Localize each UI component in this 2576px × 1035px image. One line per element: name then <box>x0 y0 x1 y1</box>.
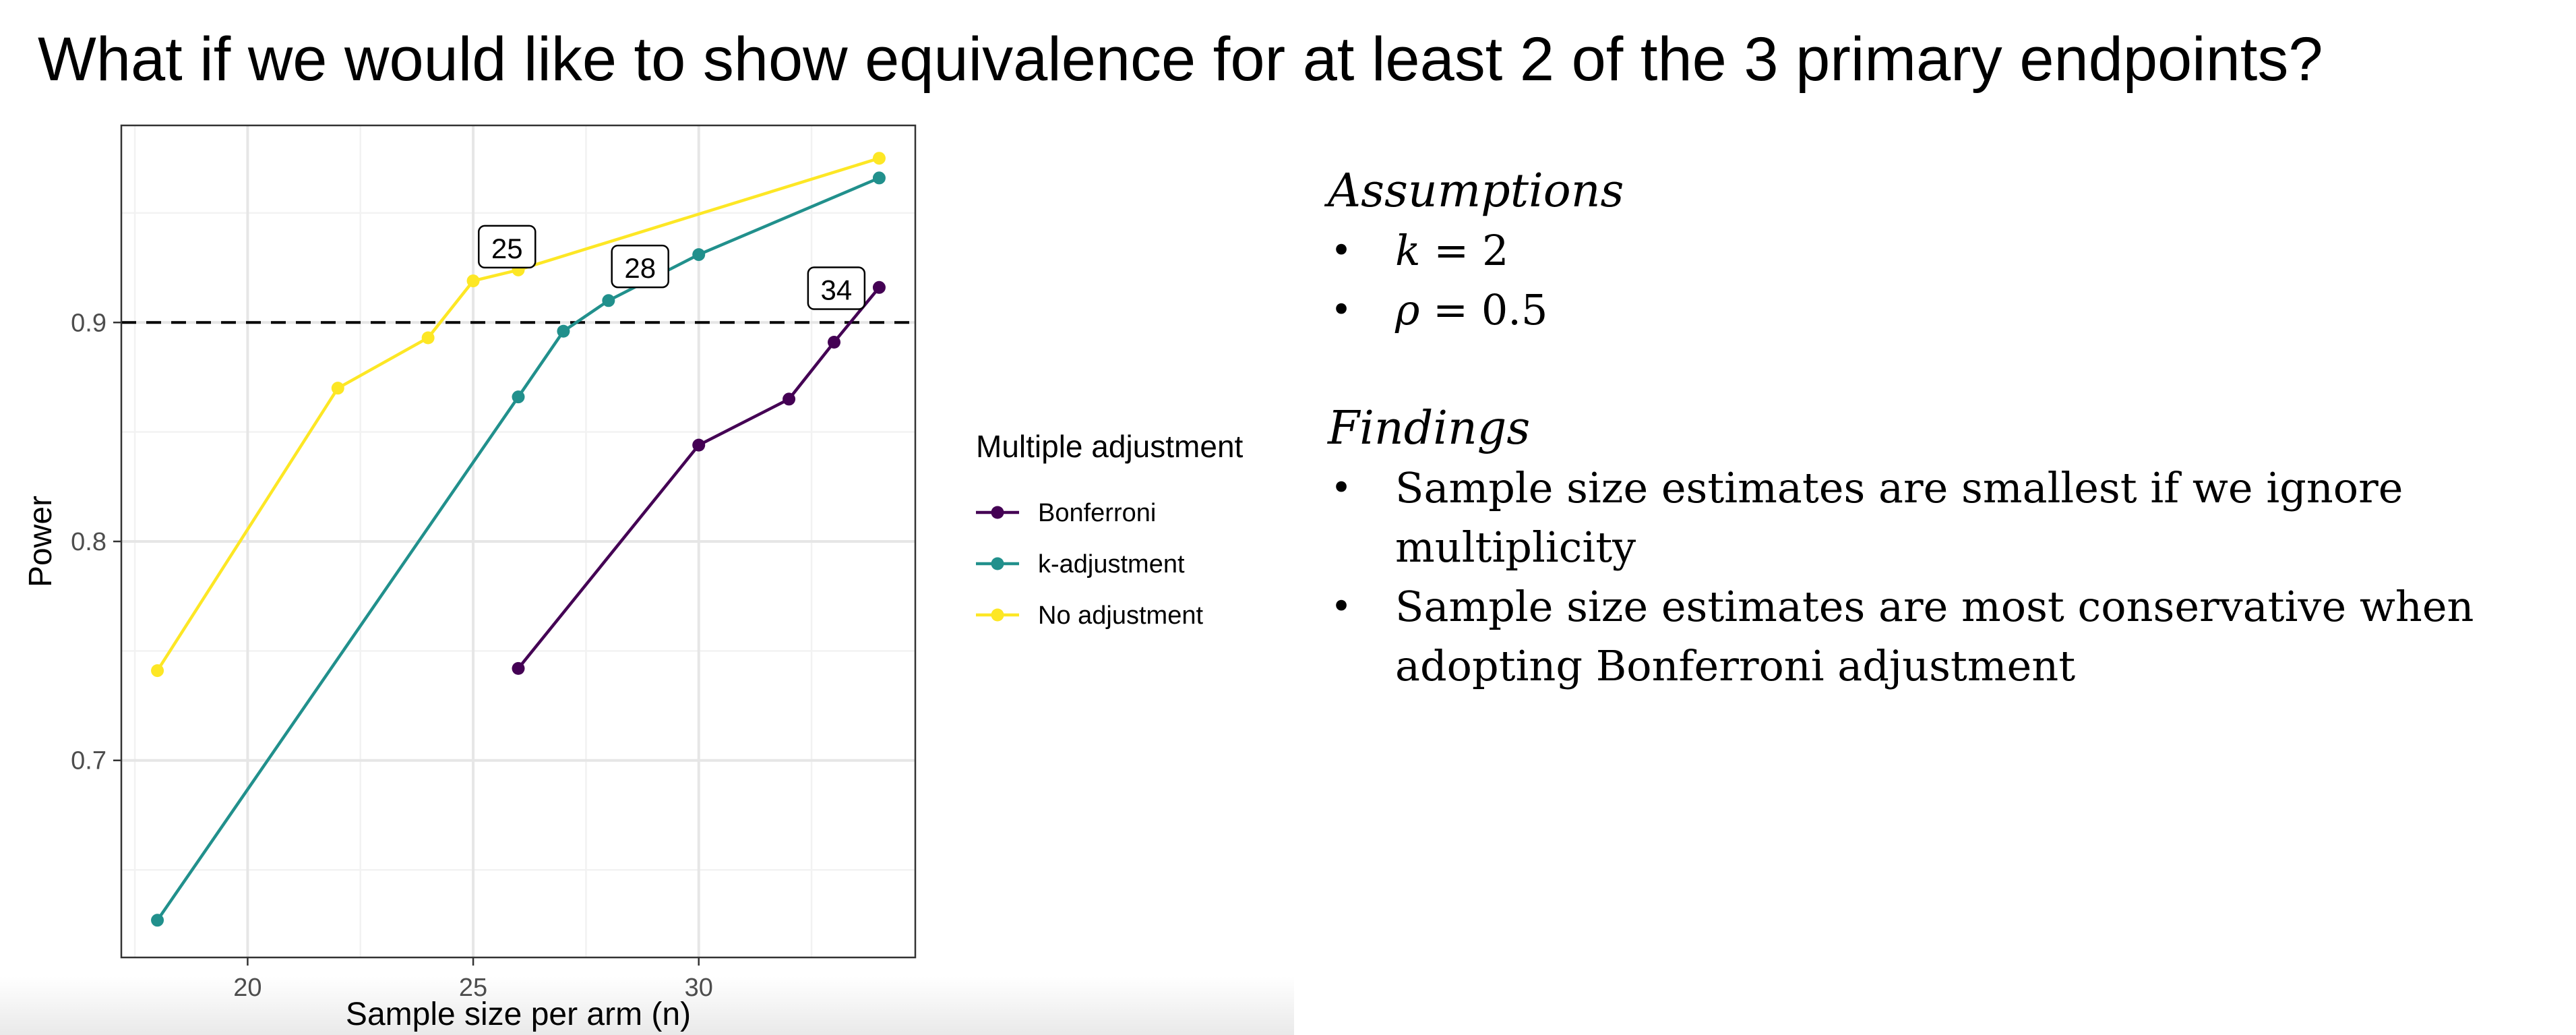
legend-label: No adjustment <box>1038 601 1203 630</box>
annotation-label: 25 <box>491 233 523 264</box>
data-point <box>331 382 344 395</box>
finding-item: • Sample size estimates are most conserv… <box>1328 577 2487 696</box>
data-point <box>466 274 480 288</box>
bullet-icon: • <box>1330 467 1352 509</box>
bullet-icon: • <box>1330 289 1352 331</box>
data-point <box>421 331 435 345</box>
slide-title: What if we would like to show equivalenc… <box>38 25 2323 94</box>
findings-heading: Findings <box>1328 402 1531 455</box>
assumption-value: = 2 <box>1420 226 1509 275</box>
finding-item: • Sample size estimates are smallest if … <box>1328 459 2487 577</box>
findings-list: • Sample size estimates are smallest if … <box>1328 459 2541 696</box>
assumption-item-rho: • ρ = 0.5 <box>1328 280 2541 340</box>
assumption-value: = 0.5 <box>1419 285 1548 334</box>
x-tick-label: 25 <box>459 974 487 1002</box>
data-point <box>828 335 841 349</box>
data-point <box>512 661 525 675</box>
bullet-icon: • <box>1330 229 1352 272</box>
bottom-fade-band <box>0 976 1294 1035</box>
data-point <box>557 324 570 338</box>
x-tick-label: 20 <box>233 974 262 1002</box>
x-axis-title: Sample size per arm (n) <box>346 997 691 1032</box>
legend-label: k-adjustment <box>1038 550 1185 579</box>
annotation-label: 34 <box>821 274 853 306</box>
annotation-box <box>611 244 669 289</box>
y-axis-title: Power <box>23 496 59 587</box>
data-point <box>872 171 886 185</box>
series-line <box>156 156 880 672</box>
assumptions-heading: Assumptions <box>1328 165 1624 218</box>
data-point <box>692 248 706 262</box>
legend-swatch-point <box>991 506 1004 519</box>
assumptions-section: Assumptions • k = 2 • ρ = 0.5 <box>1328 162 2541 340</box>
assumption-variable: k <box>1395 226 1421 275</box>
data-point <box>872 152 886 165</box>
x-tick-label: 30 <box>685 974 713 1002</box>
data-point <box>151 914 164 927</box>
y-tick-label: 0.8 <box>71 528 106 556</box>
data-point <box>151 664 164 678</box>
legend-title: Multiple adjustment <box>976 429 1244 464</box>
assumption-variable: ρ <box>1395 285 1420 334</box>
annotation-box <box>478 225 536 269</box>
notes-panel: Assumptions • k = 2 • ρ = 0.5 Findings •… <box>1328 162 2541 696</box>
power-chart: 25 28 34 20 25 30 0.7 0.8 0.9 Sample size per arm… <box>23 124 1244 1032</box>
data-point <box>692 438 706 452</box>
findings-section: Findings • Sample size estimates are sma… <box>1328 399 2541 696</box>
series-line <box>156 176 880 922</box>
annotation-box <box>807 266 866 310</box>
assumption-item-k: • k = 2 <box>1328 221 2541 280</box>
finding-text: Sample size estimates are most conservat… <box>1395 582 2474 690</box>
legend-label: Bonferroni <box>1038 499 1156 527</box>
data-point <box>512 390 525 404</box>
assumptions-list: • k = 2 • ρ = 0.5 <box>1328 221 2541 340</box>
legend-swatch-point <box>991 608 1004 622</box>
bullet-icon: • <box>1330 585 1352 628</box>
data-point <box>602 294 615 307</box>
data-point <box>783 392 796 406</box>
finding-text: Sample size estimates are smallest if we… <box>1395 463 2403 572</box>
data-point <box>872 280 886 294</box>
y-tick-label: 0.9 <box>71 309 106 337</box>
y-tick-label: 0.7 <box>71 747 106 775</box>
legend-swatch-point <box>991 557 1004 570</box>
annotation-label: 28 <box>624 252 656 284</box>
